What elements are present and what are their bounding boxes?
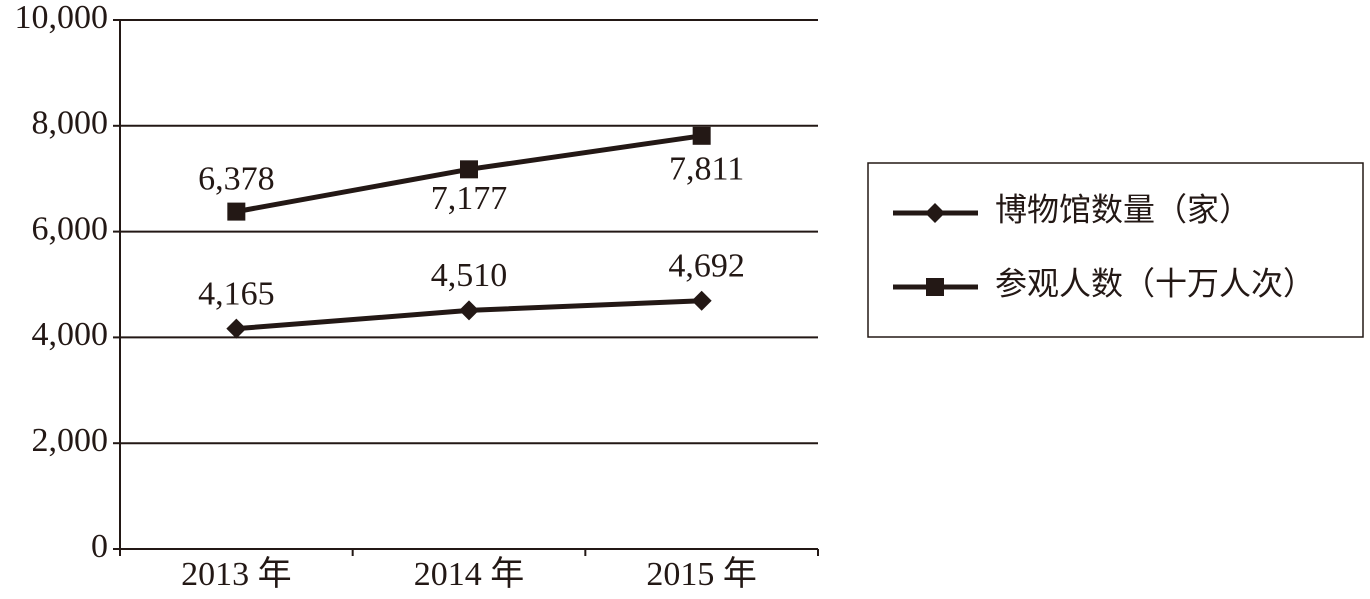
y-tick-label: 4,000 — [32, 316, 109, 353]
data-label: 6,378 — [198, 160, 275, 197]
marker — [691, 290, 712, 311]
data-label: 7,177 — [431, 180, 508, 217]
data-label: 7,811 — [669, 151, 744, 188]
y-tick-label: 0 — [91, 528, 108, 565]
marker — [226, 318, 247, 339]
legend-box — [867, 162, 1364, 338]
y-tick-label: 10,000 — [15, 0, 109, 36]
marker — [459, 300, 479, 321]
data-label: 4,692 — [668, 248, 745, 285]
data-label: 4,510 — [431, 257, 508, 294]
data-label: 4,165 — [198, 275, 275, 312]
marker — [460, 160, 478, 179]
y-tick-label: 6,000 — [32, 210, 109, 247]
legend-label: 博物馆数量（家） — [995, 191, 1251, 227]
x-tick-label: 2014 年 — [414, 555, 525, 593]
legend-marker — [925, 203, 945, 223]
marker — [692, 126, 711, 145]
y-tick-label: 2,000 — [32, 422, 109, 459]
y-tick-label: 8,000 — [32, 105, 109, 142]
x-tick-label: 2013 年 — [181, 555, 292, 593]
legend-label: 参观人数（十万人次） — [995, 265, 1315, 301]
marker — [227, 202, 246, 221]
legend-marker — [926, 278, 944, 296]
x-tick-label: 2015 年 — [646, 555, 757, 593]
